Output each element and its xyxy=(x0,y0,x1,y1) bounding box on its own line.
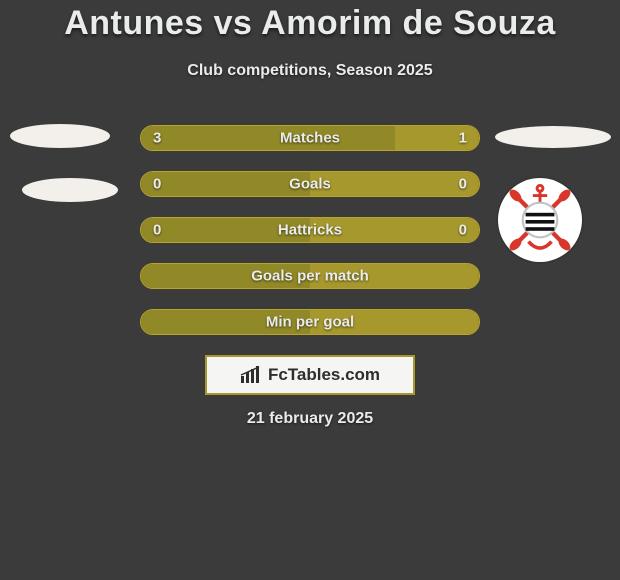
bar-row: Goals per match xyxy=(140,263,480,289)
bar-label: Goals xyxy=(141,176,479,193)
page-title: Antunes vs Amorim de Souza xyxy=(0,4,620,43)
fctables-attribution: FcTables.com xyxy=(205,355,415,395)
bar-value-left: 3 xyxy=(153,130,161,147)
subtitle: Club competitions, Season 2025 xyxy=(0,62,620,80)
comparison-bars: Matches31Goals00Hattricks00Goals per mat… xyxy=(140,125,480,355)
bar-row: Matches3 1 xyxy=(140,125,480,151)
bar-chart-icon xyxy=(240,366,262,384)
player-placeholder-left xyxy=(10,124,110,148)
bar-value-right: 1 xyxy=(459,130,467,147)
club-crest-icon xyxy=(504,184,576,256)
bar-value-right: 0 xyxy=(459,176,467,193)
date-label: 21 february 2025 xyxy=(0,410,620,428)
bar-label: Min per goal xyxy=(141,314,479,331)
bar-label: Hattricks xyxy=(141,222,479,239)
bar-row: Goals0 0 xyxy=(140,171,480,197)
bar-row: Hattricks0 0 xyxy=(140,217,480,243)
player-placeholder-right xyxy=(495,126,611,148)
bar-value-left: 0 xyxy=(153,176,161,193)
bar-value-right: 0 xyxy=(459,222,467,239)
fctables-label: FcTables.com xyxy=(268,365,380,385)
bar-label: Goals per match xyxy=(141,268,479,285)
player-placeholder-left xyxy=(22,178,118,202)
bar-row: Min per goal xyxy=(140,309,480,335)
bar-value-left: 0 xyxy=(153,222,161,239)
bar-label: Matches xyxy=(141,130,479,147)
club-badge-right xyxy=(498,178,582,262)
